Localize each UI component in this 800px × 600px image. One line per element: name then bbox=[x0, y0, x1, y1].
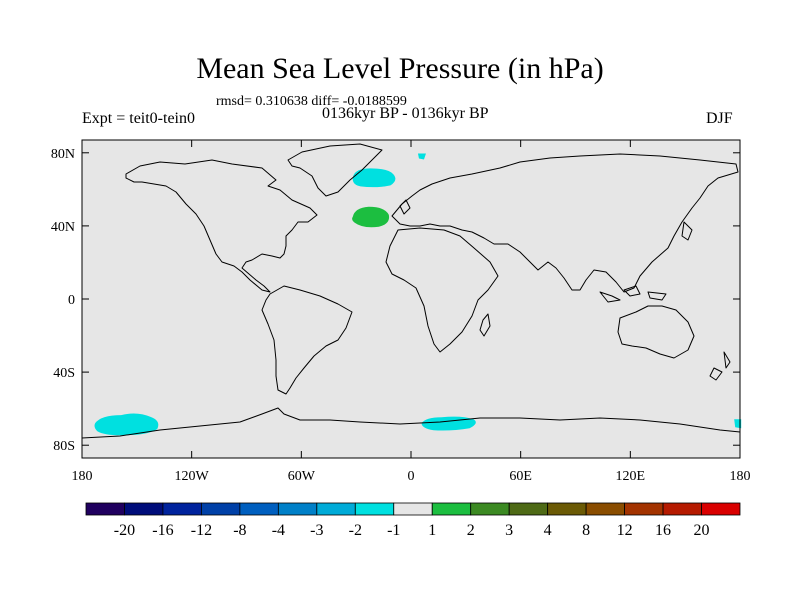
colorbar-label: -8 bbox=[233, 522, 246, 539]
colorbar-label: 2 bbox=[467, 522, 475, 539]
anomaly-south-pacific-low bbox=[94, 413, 159, 436]
anomaly-north-atlantic-high bbox=[352, 206, 390, 228]
lon-tick-label: 60W bbox=[288, 469, 316, 484]
lon-tick-label: 180 bbox=[72, 469, 93, 484]
lon-tick-label: 120W bbox=[175, 469, 210, 484]
longitude-axis: 180 120W 60W 0 60E 120E 180 bbox=[72, 140, 751, 484]
season-label: DJF bbox=[706, 110, 733, 127]
colorbar-swatch bbox=[239, 502, 279, 516]
colorbar-label: -3 bbox=[310, 522, 323, 539]
lon-tick-label: 60E bbox=[509, 469, 532, 484]
colorbar-label: 1 bbox=[428, 522, 436, 539]
colorbar-swatch bbox=[585, 502, 625, 516]
colorbar-swatch bbox=[547, 502, 587, 516]
colorbar-label: 8 bbox=[582, 522, 590, 539]
coast-eurasia bbox=[391, 153, 739, 293]
lat-tick-label: 40S bbox=[53, 366, 75, 381]
colorbar-swatch bbox=[354, 502, 395, 516]
coast-africa bbox=[385, 227, 499, 353]
coast-greenland bbox=[287, 143, 383, 197]
colorbar-label: 12 bbox=[617, 522, 633, 539]
colorbar-label: 20 bbox=[694, 522, 710, 539]
colorbar-swatch bbox=[162, 502, 202, 516]
map-background bbox=[82, 140, 740, 458]
lon-tick-label: 120E bbox=[616, 469, 646, 484]
experiment-label: Expt = teit0-tein0 bbox=[82, 110, 195, 127]
coast-south-america bbox=[261, 285, 353, 395]
lon-tick-label: 180 bbox=[730, 469, 751, 484]
colorbar-swatch bbox=[316, 502, 356, 516]
coast-antarctica bbox=[81, 407, 741, 439]
anomaly-dateline-low bbox=[734, 419, 742, 429]
lon-tick-label: 0 bbox=[408, 469, 415, 484]
coast-madagascar bbox=[479, 313, 491, 337]
coastlines bbox=[81, 143, 741, 439]
colorbar-label: -1 bbox=[387, 522, 400, 539]
colorbar-swatch bbox=[701, 502, 741, 516]
coast-indonesia bbox=[599, 285, 667, 303]
anomaly-arctic-low-patch bbox=[417, 153, 426, 160]
colorbar-swatch bbox=[624, 502, 664, 516]
colorbar-swatch bbox=[277, 502, 318, 516]
colorbar-label: 4 bbox=[544, 522, 552, 539]
coast-north-america bbox=[125, 159, 318, 293]
chart-title: Mean Sea Level Pressure (in hPa) bbox=[196, 52, 604, 85]
colorbar-swatch bbox=[470, 502, 510, 516]
period-label: 0136kyr BP - 0136kyr BP bbox=[322, 105, 489, 122]
coast-new-zealand bbox=[709, 351, 731, 381]
statistics-line: rmsd= 0.310638 diff= -0.0188599 bbox=[216, 94, 407, 109]
lat-tick-label: 80S bbox=[53, 439, 75, 454]
colorbar-label: 3 bbox=[505, 522, 513, 539]
colorbar-swatch bbox=[393, 502, 433, 516]
colorbar-swatch bbox=[431, 502, 472, 516]
colorbar-label: -20 bbox=[114, 522, 135, 539]
lat-tick-label: 80N bbox=[51, 147, 75, 162]
colorbar-swatch bbox=[662, 502, 702, 516]
colorbar-label: -12 bbox=[191, 522, 212, 539]
lat-tick-label: 0 bbox=[68, 293, 75, 308]
anomaly-north-atlantic-low bbox=[352, 168, 396, 188]
coast-australia bbox=[617, 305, 695, 359]
coast-uk bbox=[399, 199, 411, 215]
anomaly-layer bbox=[94, 153, 742, 436]
colorbar-swatch bbox=[508, 502, 549, 516]
colorbar-swatch bbox=[201, 502, 241, 516]
colorbar: -20 -16 -12 -8 -4 -3 -2 -1 1 2 3 4 8 12 16 20 bbox=[85, 502, 741, 539]
anomaly-south-atlantic-low bbox=[421, 416, 476, 431]
colorbar-swatch bbox=[124, 502, 164, 516]
colorbar-label: -4 bbox=[272, 522, 285, 539]
colorbar-label: -2 bbox=[349, 522, 362, 539]
coast-japan bbox=[681, 221, 693, 241]
latitude-axis: 80N 40N 0 40S 80S bbox=[51, 147, 740, 454]
colorbar-label: 16 bbox=[655, 522, 671, 539]
lat-tick-label: 40N bbox=[51, 220, 75, 235]
colorbar-label: -16 bbox=[152, 522, 173, 539]
colorbar-swatch bbox=[85, 502, 125, 516]
